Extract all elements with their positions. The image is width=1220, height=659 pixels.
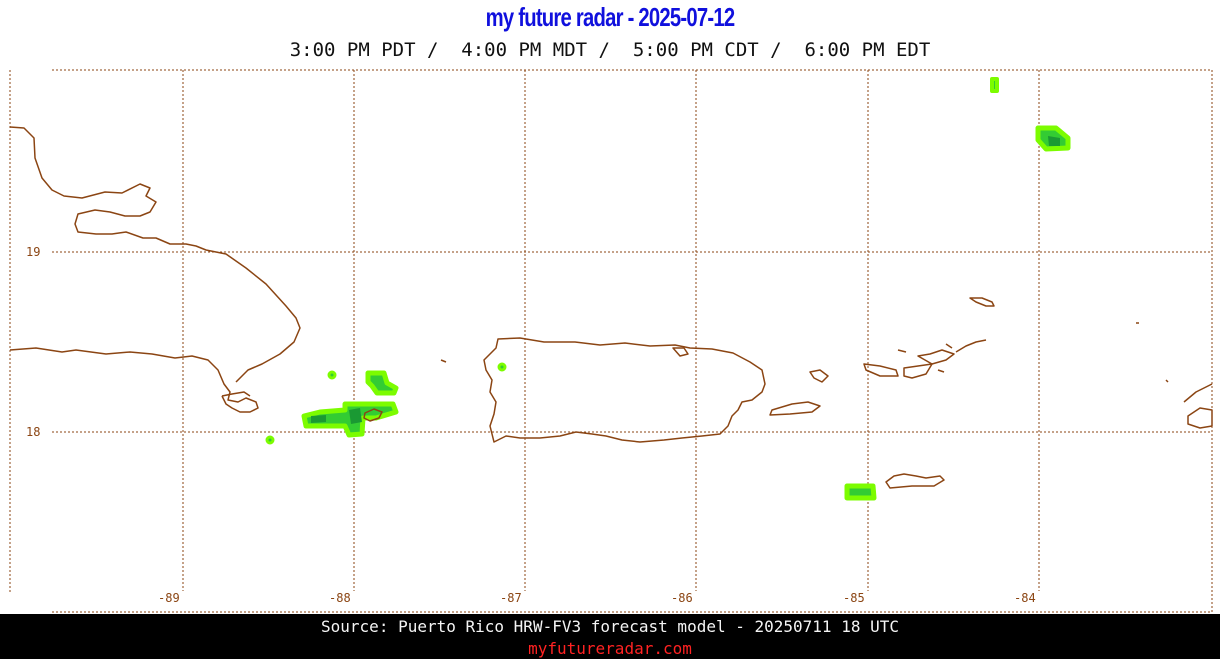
coast-saba	[1187, 407, 1213, 429]
radar-cell-north	[365, 370, 399, 396]
coast-bvi-small-c	[945, 343, 953, 349]
coast-virgin-gorda	[955, 339, 987, 353]
radar-cell-se	[844, 483, 877, 501]
coast-anegada	[969, 297, 995, 307]
coast-dominican-republic-south	[9, 347, 259, 413]
site-link[interactable]: myfutureradar.com	[528, 639, 692, 658]
radar-cell-mona	[301, 401, 399, 438]
axis-labels: -89 -88 -87 -86 -85 -84 19 18	[26, 245, 1036, 605]
coast-bvi-small-b	[897, 349, 907, 353]
lon-label--86: -86	[671, 591, 693, 605]
coast-st-john	[903, 363, 933, 379]
grid-lines	[52, 70, 1212, 591]
coast-st-martin	[1183, 383, 1213, 403]
lat-label-19: 19	[26, 245, 40, 259]
lon-label--85: -85	[843, 591, 865, 605]
coast-vieques	[769, 401, 821, 416]
lon-label--84: -84	[1014, 591, 1036, 605]
coast-culebra	[809, 369, 829, 383]
radar-dot-b	[265, 435, 275, 445]
radar-echoes	[265, 77, 1071, 501]
coast-st-thomas	[863, 363, 899, 377]
source-credit: Source: Puerto Rico HRW-FV3 forecast mod…	[321, 617, 899, 636]
lon-label--88: -88	[329, 591, 351, 605]
radar-map: -89 -88 -87 -86 -85 -84 19 18	[9, 69, 1213, 613]
coast-desecheo	[440, 359, 447, 363]
coast-dominican-republic-north	[9, 126, 301, 383]
radar-core-mona	[349, 408, 362, 424]
coast-anguilla-speck	[1165, 379, 1169, 383]
coast-bvi-small-a	[937, 369, 945, 373]
coast-st-croix	[885, 473, 945, 489]
radar-core-ne	[1048, 136, 1060, 146]
footer-bar: Source: Puerto Rico HRW-FV3 forecast mod…	[0, 614, 1220, 659]
time-zones-line: 3:00 PM PDT / 4:00 PM MDT / 5:00 PM CDT …	[289, 39, 931, 61]
lon-label--89: -89	[158, 591, 180, 605]
radar-dot-c	[497, 362, 507, 372]
coast-mona-island	[363, 408, 383, 422]
coast-tortola	[917, 349, 955, 365]
page-title: my future radar - 2025-07-12	[485, 2, 735, 32]
coast-pr-islet	[672, 347, 689, 357]
plot-frame	[9, 69, 1213, 613]
lon-label--87: -87	[500, 591, 522, 605]
radar-dot-a	[327, 370, 337, 380]
coastlines	[9, 126, 1213, 489]
radar-core-west	[311, 415, 326, 423]
lat-label-18: 18	[26, 425, 40, 439]
coast-puerto-rico	[483, 337, 766, 443]
radar-cell-ne-small	[990, 77, 999, 93]
coast-dr-bay	[221, 391, 251, 397]
